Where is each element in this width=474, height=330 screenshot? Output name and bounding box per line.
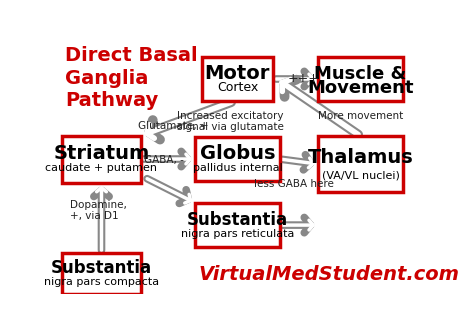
Text: pallidus internal: pallidus internal (192, 163, 283, 173)
Text: Thalamus: Thalamus (308, 148, 413, 167)
FancyBboxPatch shape (318, 57, 403, 101)
Text: Globus: Globus (200, 144, 275, 163)
Text: less GABA here: less GABA here (255, 179, 334, 189)
Text: Glutamate, +: Glutamate, + (138, 121, 209, 131)
Text: Dopamine,
+, via D1: Dopamine, +, via D1 (70, 200, 127, 221)
Text: nigra pars reticulata: nigra pars reticulata (181, 229, 294, 239)
Text: GABA, -: GABA, - (145, 155, 184, 165)
Text: VirtualMedStudent.com: VirtualMedStudent.com (199, 265, 460, 283)
Text: nigra pars compacta: nigra pars compacta (44, 277, 159, 286)
Text: Increased excitatory
signal via glutamate: Increased excitatory signal via glutamat… (177, 111, 283, 132)
FancyBboxPatch shape (195, 137, 280, 181)
Text: +++: +++ (288, 73, 319, 85)
Text: caudate + putamen: caudate + putamen (46, 163, 157, 174)
FancyBboxPatch shape (318, 136, 403, 192)
Text: Cortex: Cortex (217, 82, 258, 94)
Text: Motor: Motor (205, 64, 270, 83)
Text: More movement: More movement (318, 111, 403, 121)
Text: Striatum: Striatum (54, 144, 150, 163)
Text: Substantia: Substantia (51, 259, 152, 278)
FancyBboxPatch shape (195, 203, 280, 247)
FancyBboxPatch shape (62, 253, 141, 294)
Text: Muscle &: Muscle & (314, 65, 407, 82)
Text: Substantia: Substantia (187, 211, 288, 229)
FancyBboxPatch shape (62, 136, 141, 182)
FancyBboxPatch shape (201, 57, 273, 101)
Text: (VA/VL nuclei): (VA/VL nuclei) (321, 170, 400, 180)
Text: Direct Basal
Ganglia
Pathway: Direct Basal Ganglia Pathway (65, 46, 197, 111)
Text: Movement: Movement (307, 79, 414, 97)
